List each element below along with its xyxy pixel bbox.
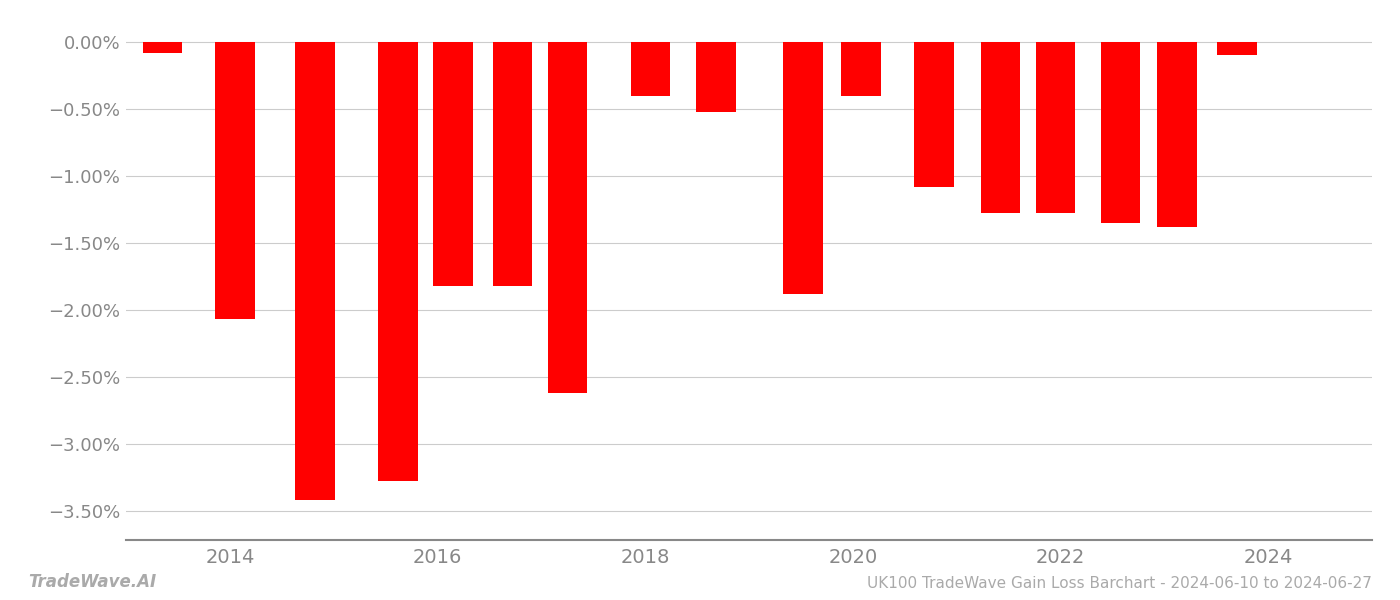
Bar: [980, 42, 1021, 214]
Bar: [630, 42, 671, 95]
Bar: [914, 42, 953, 187]
Bar: [841, 42, 881, 95]
Bar: [434, 42, 473, 286]
Bar: [696, 42, 735, 112]
Bar: [1100, 42, 1141, 223]
Bar: [216, 42, 255, 319]
Bar: [783, 42, 823, 294]
Bar: [547, 42, 587, 393]
Bar: [143, 42, 182, 53]
Bar: [1156, 42, 1197, 227]
Bar: [493, 42, 532, 286]
Bar: [295, 42, 335, 500]
Text: UK100 TradeWave Gain Loss Barchart - 2024-06-10 to 2024-06-27: UK100 TradeWave Gain Loss Barchart - 202…: [867, 576, 1372, 591]
Bar: [1217, 42, 1257, 55]
Text: TradeWave.AI: TradeWave.AI: [28, 573, 157, 591]
Bar: [378, 42, 417, 481]
Bar: [1036, 42, 1075, 214]
